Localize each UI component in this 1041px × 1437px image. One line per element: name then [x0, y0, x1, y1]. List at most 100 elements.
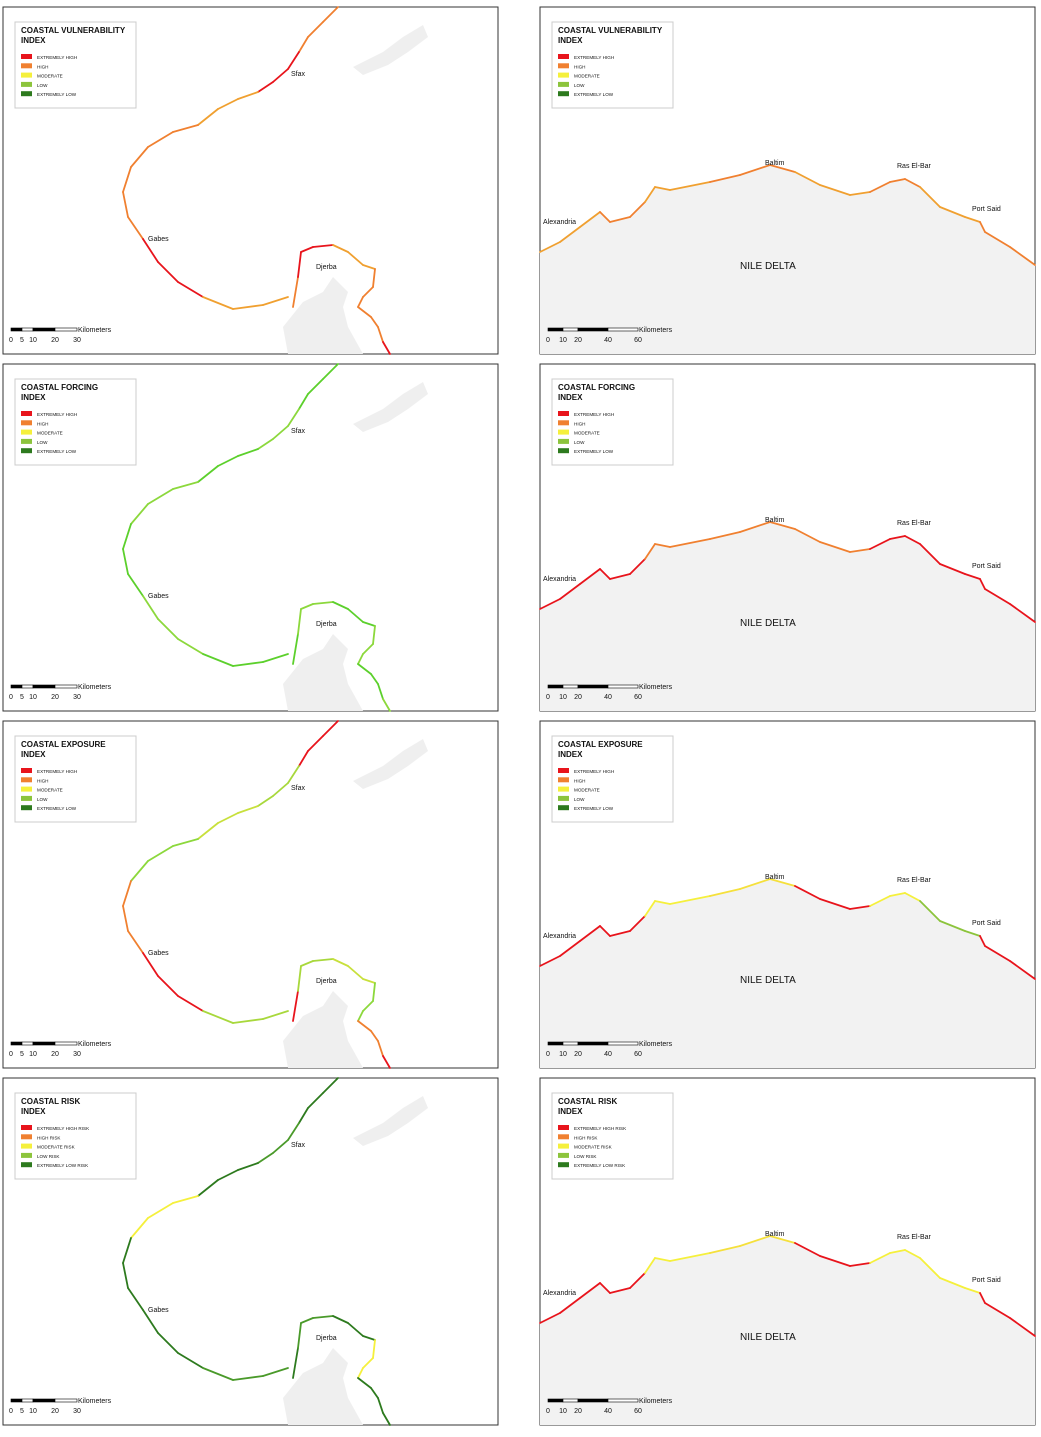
coast-segment	[357, 1020, 372, 1032]
coast-segment	[539, 598, 561, 610]
scale-segment	[10, 1398, 23, 1403]
coast-segment	[322, 1077, 339, 1094]
scale-segment	[607, 1041, 639, 1046]
coast-segment	[984, 588, 1011, 605]
scale-tick-label: 0	[9, 1051, 13, 1058]
scale-segment	[607, 684, 639, 689]
legend-label: MODERATE RISK	[574, 1145, 613, 1150]
coast-segment	[292, 633, 299, 665]
map-panel: NILE DELTA Alexandria Baltim Ras El-Bar Port…	[539, 363, 1036, 712]
coast-segment	[819, 184, 851, 196]
coast-segment	[172, 838, 199, 847]
scale-segment	[54, 327, 78, 332]
coast-segment	[579, 211, 601, 228]
coast-segment	[300, 246, 314, 253]
legend-swatch	[21, 786, 32, 792]
coast-segment	[347, 1322, 364, 1337]
legend-swatch	[21, 777, 32, 783]
coast-segment	[984, 945, 1011, 962]
coast-segment	[609, 573, 631, 580]
coast-segment	[300, 960, 314, 967]
legend-label: MODERATE	[37, 431, 63, 436]
scale-segment	[32, 1041, 56, 1046]
coast-segment	[964, 573, 981, 580]
coast-segment	[157, 618, 179, 640]
scale-segment	[21, 1041, 34, 1046]
legend-swatch	[21, 795, 32, 801]
coast-segment	[147, 488, 174, 505]
coast-segment	[904, 178, 921, 188]
coast-segment	[237, 1162, 259, 1171]
coast-segment	[599, 925, 611, 937]
coast-segment	[272, 425, 289, 440]
coast-segment	[654, 186, 671, 191]
legend-swatch	[21, 91, 32, 97]
coast-segment	[669, 1252, 711, 1262]
coast-segment	[217, 98, 239, 110]
coast-segment	[919, 900, 941, 922]
coast-segment	[202, 1010, 234, 1024]
coast-segment	[539, 955, 561, 967]
coast-segment	[157, 1332, 179, 1354]
legend-swatch	[558, 768, 569, 773]
coast-segment	[644, 1257, 656, 1274]
coast-segment	[312, 244, 334, 248]
scale-tick-label: 20	[574, 1408, 582, 1415]
coast-segment	[964, 930, 981, 937]
legend-label: MODERATE	[574, 74, 600, 79]
legend-label: EXTREMELY LOW	[574, 449, 614, 454]
scale-segment	[547, 1041, 564, 1046]
coast-segment	[370, 1030, 379, 1042]
coast-segment	[272, 68, 289, 83]
scale-segment	[562, 684, 579, 689]
coast-segment	[297, 608, 302, 635]
scale-segment	[607, 327, 639, 332]
coast-segment	[237, 91, 259, 100]
coast-segment	[122, 523, 132, 550]
legend-label: EXTREMELY LOW RISK	[37, 1163, 89, 1168]
legend-label: HIGH	[574, 421, 585, 426]
scale-tick-label: 10	[29, 1408, 37, 1415]
coast-segment	[197, 1179, 219, 1197]
region-label: NILE DELTA	[740, 261, 796, 272]
legend-label: EXTREMELY LOW	[574, 92, 614, 97]
legend-swatch	[558, 777, 569, 783]
place-label: Baltim	[765, 517, 785, 524]
coast-segment	[919, 1257, 941, 1279]
legend-label: LOW	[37, 797, 48, 802]
coast-segment	[599, 211, 611, 223]
legend-swatch	[558, 63, 569, 69]
legend-title: COASTAL FORCING	[21, 383, 98, 392]
legend-label: LOW	[37, 83, 48, 88]
scale-segment	[547, 1398, 564, 1403]
coast-segment	[130, 503, 149, 525]
coast-segment	[739, 878, 771, 890]
coast-segment	[362, 1357, 374, 1369]
legend-swatch	[21, 420, 32, 426]
coast-segment	[287, 765, 300, 784]
coast-segment	[257, 438, 274, 450]
legend-box	[551, 378, 674, 466]
coast-segment	[979, 221, 986, 233]
coast-segment	[332, 601, 349, 610]
coast-segment	[197, 822, 219, 840]
coast-segment	[262, 1367, 289, 1377]
legend-swatch	[21, 1134, 32, 1140]
legend-swatch	[558, 91, 569, 97]
coast-segment	[197, 465, 219, 483]
place-label: Gabes	[148, 950, 169, 957]
place-label: Ras El-Bar	[897, 1234, 932, 1241]
legend-swatch	[558, 429, 569, 435]
coast-segment	[579, 568, 601, 585]
place-label: Baltim	[765, 874, 785, 881]
coast-segment	[579, 1282, 601, 1299]
coast-segment	[347, 608, 364, 623]
coast-segment	[157, 261, 179, 283]
coast-segment	[130, 146, 149, 168]
legend-swatch	[558, 1125, 569, 1130]
legend-swatch	[21, 448, 32, 454]
